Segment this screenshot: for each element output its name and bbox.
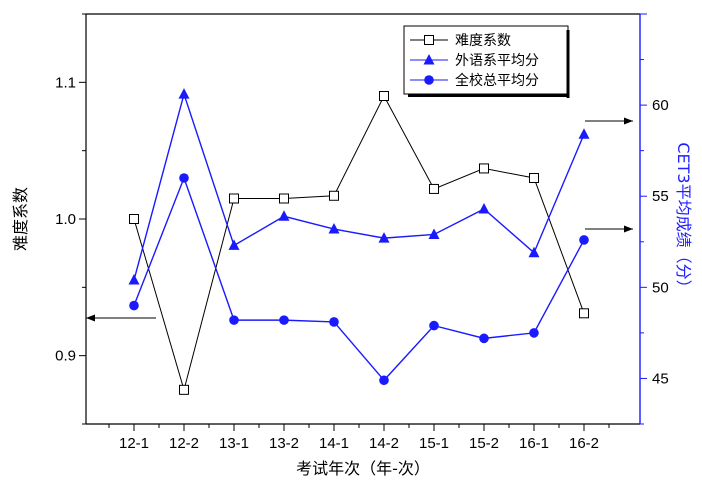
- data-point-square: [129, 214, 139, 224]
- x-tick-label: 13-2: [269, 435, 299, 452]
- data-point-square: [379, 91, 389, 101]
- data-point-square: [279, 193, 289, 204]
- series-line: [133, 94, 585, 392]
- data-point-triangle: [378, 232, 390, 243]
- arrow-left-head: [86, 314, 95, 322]
- y-left-axis-title: 难度系数: [11, 187, 30, 251]
- series-line: [133, 91, 585, 281]
- data-point-triangle: [128, 274, 140, 285]
- x-axis-title: 考试年次（年-次）: [296, 459, 430, 478]
- data-point-circle: [279, 315, 289, 325]
- legend-marker-square: [424, 35, 434, 45]
- legend-label: 外语系平均分: [455, 53, 539, 69]
- legend-label: 难度系数: [455, 33, 511, 49]
- data-point-triangle: [228, 239, 240, 250]
- axes: 12-1 12-2 13-1 13-2 14-1 14-2 15-1 15-2 16-1 16-2…: [11, 13, 693, 478]
- y-right-tick-label: 55: [652, 188, 669, 205]
- data-point-triangle: [278, 210, 290, 221]
- data-point-square: [479, 163, 489, 174]
- data-point-circle: [229, 315, 239, 325]
- legend-marker-circle: [424, 75, 434, 85]
- data-point-square: [529, 173, 539, 183]
- x-tick-label: 16-1: [519, 435, 549, 452]
- data-point-square: [329, 190, 339, 201]
- data-point-square: [179, 384, 189, 395]
- y-right-tick-label: 60: [652, 97, 669, 114]
- data-point-square: [229, 193, 239, 204]
- arrow-right-upper-head: [624, 117, 633, 125]
- series-2: [128, 88, 590, 285]
- data-point-circle: [529, 328, 539, 338]
- data-point-triangle: [528, 246, 540, 258]
- x-tick-label: 15-1: [419, 435, 449, 452]
- x-tick-label: 13-1: [219, 435, 249, 452]
- data-point-square: [429, 183, 439, 194]
- data-point-triangle: [578, 128, 590, 139]
- x-tick-label: 14-2: [369, 435, 399, 452]
- series-1: [129, 91, 589, 395]
- y-left-tick-label: 1.1: [55, 74, 76, 91]
- data-point-triangle: [328, 223, 340, 234]
- data-point-triangle: [178, 88, 190, 99]
- data-point-circle: [479, 333, 489, 344]
- y-right-tick-label: 45: [652, 370, 669, 387]
- data-point-triangle: [428, 228, 440, 239]
- x-tick-label: 16-2: [569, 435, 599, 452]
- data-point-circle: [579, 235, 589, 245]
- data-point-circle: [429, 320, 439, 331]
- data-point-triangle: [478, 202, 490, 214]
- data-point-circle: [129, 300, 139, 311]
- data-point-square: [579, 308, 589, 319]
- data-point-circle: [179, 173, 189, 183]
- y-right-tick-label: 50: [652, 279, 669, 296]
- x-tick-label: 12-1: [119, 435, 149, 452]
- y-left-tick-label: 1.0: [55, 211, 76, 228]
- annotation-arrows: [86, 117, 633, 322]
- legend-label: 全校总平均分: [455, 72, 539, 89]
- x-tick-label: 12-2: [169, 435, 199, 452]
- data-point-circle: [329, 317, 339, 327]
- x-tick-label: 15-2: [469, 435, 499, 452]
- arrow-right-lower-head: [624, 225, 633, 233]
- series-layer: [128, 88, 590, 395]
- y-left-tick-label: 0.9: [55, 348, 76, 365]
- series-line: [133, 175, 585, 382]
- legend-marker-triangle: [423, 54, 435, 65]
- y-right-axis-title: CET3平均成绩（分）: [674, 142, 693, 295]
- x-tick-label: 14-1: [319, 435, 349, 452]
- data-point-circle: [379, 375, 389, 386]
- series-3: [129, 173, 589, 386]
